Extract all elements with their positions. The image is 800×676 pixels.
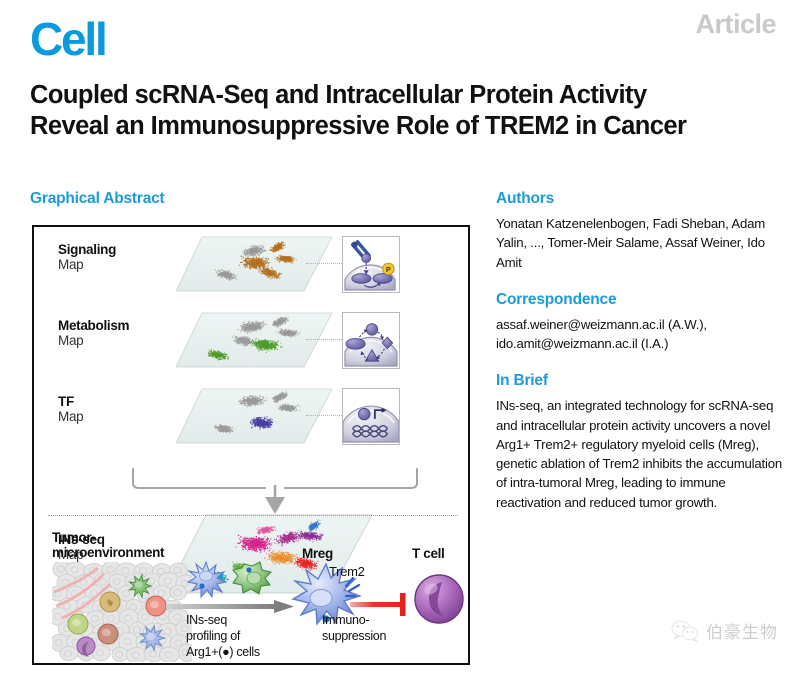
correspondence-heading: Correspondence	[496, 290, 617, 308]
signaling-map-title: Signaling	[58, 242, 117, 257]
correspondence-emails: assaf.weiner@weizmann.ac.il (A.W.), ido.…	[496, 316, 707, 352]
insseq-map-subtitle: Map	[58, 547, 84, 563]
receptor-phosphorylation-icon: P	[342, 236, 400, 293]
signaling-map-subtitle: Map	[58, 257, 84, 273]
mreg-cell-illustration	[291, 562, 363, 626]
signaling-map-label: Signaling Map	[58, 242, 116, 272]
signaling-connector-line	[306, 263, 342, 264]
authors-list: Yonatan Katzenelenbogen, Fadi Sheban, Ad…	[496, 216, 766, 270]
profiled-cells-illustration	[186, 560, 272, 599]
integration-bracket-arrow	[130, 465, 420, 517]
in-brief-block: In Brief INs-seq, an integrated technolo…	[496, 372, 784, 512]
trem2-label: Trem2	[329, 564, 365, 579]
article-type-label: Article	[695, 9, 776, 39]
metabolism-map-label: Metabolism Map	[58, 318, 130, 349]
tf-map-subtitle: Map	[58, 409, 84, 425]
svg-text:P: P	[386, 265, 391, 274]
insseq-map-label: INs-seq Map	[58, 532, 105, 562]
profiling-caption-line1: INs-seq	[186, 613, 227, 627]
graphical-abstract-heading: Graphical Abstract	[30, 190, 165, 207]
metabolism-scatter-plane	[174, 309, 334, 371]
tcell-title: T cell	[412, 546, 445, 561]
mreg-title: Mreg	[302, 546, 333, 561]
tme-title-line2: microenvironment	[52, 545, 165, 561]
signaling-map-row: Signaling Map P	[34, 233, 468, 301]
cell-journal-logo: Cell	[30, 13, 108, 65]
correspondence-block: Correspondence assaf.weiner@weizmann.ac.…	[496, 291, 784, 354]
tumor-microenvironment-panel: Tumor- microenvironment Mreg T cell	[34, 524, 468, 663]
immunosuppression-caption: Immuno- suppression	[322, 612, 386, 644]
immunosuppression-inhibition-arrow	[350, 593, 406, 616]
metabolism-connector-line	[306, 339, 342, 340]
metabolism-map-title: Metabolism	[58, 318, 130, 333]
authors-block: Authors Yonatan Katzenelenbogen, Fadi Sh…	[496, 190, 784, 272]
dna-transcription-icon	[342, 388, 400, 445]
graphical-abstract-figure: Signaling Map P	[32, 225, 470, 665]
profiling-caption-line3: Arg1+(●) cells	[186, 645, 260, 659]
wechat-icon	[671, 619, 699, 642]
wechat-watermark: 伯豪生物	[671, 618, 778, 643]
watermark-text: 伯豪生物	[706, 623, 778, 643]
tumor-mass-illustration	[52, 562, 192, 662]
authors-heading: Authors	[496, 190, 555, 207]
panel-divider	[48, 515, 458, 516]
tf-connector-line	[306, 415, 342, 416]
insseq-profiling-arrow	[166, 600, 294, 613]
page-title: Coupled scRNA-Seq and Intracellular Prot…	[30, 81, 687, 141]
tumor-microenvironment-title: Tumor- microenvironment	[52, 530, 165, 561]
in-brief-text: INs-seq, an integrated technology for sc…	[496, 398, 782, 510]
right-column: Authors Yonatan Katzenelenbogen, Fadi Sh…	[496, 190, 784, 512]
metabolic-cycle-icon	[342, 312, 400, 369]
immuno-line2: suppression	[322, 629, 387, 643]
tf-map-label: TF Map	[58, 394, 84, 425]
tcell-illustration	[414, 574, 464, 624]
metabolism-map-subtitle: Map	[58, 333, 84, 349]
page-header: Cell Article Coupled scRNA-Seq and Intra…	[0, 0, 800, 180]
profiling-caption: INs-seq profiling of Arg1+(●) cells	[186, 612, 260, 660]
tf-map-row: TF Map	[34, 385, 468, 453]
signaling-scatter-plane	[174, 233, 334, 295]
tf-scatter-plane	[174, 385, 334, 447]
insseq-map-title: INs-seq	[58, 532, 105, 547]
tf-map-title: TF	[58, 394, 74, 409]
tme-title-line1: Tumor-	[52, 530, 96, 545]
profiling-caption-line2: profiling of	[186, 629, 241, 643]
immuno-line1: Immuno-	[322, 613, 370, 627]
metabolism-map-row: Metabolism Map	[34, 309, 468, 377]
in-brief-heading: In Brief	[496, 372, 548, 390]
